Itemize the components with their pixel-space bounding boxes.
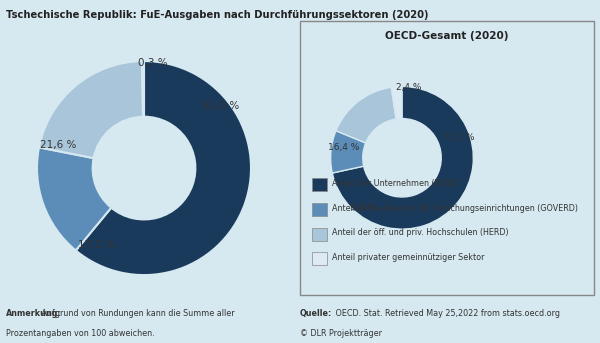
- Text: Aufgrund von Rundungen kann die Summe aller: Aufgrund von Rundungen kann die Summe al…: [39, 309, 235, 318]
- Text: Quelle:: Quelle:: [300, 309, 332, 318]
- Wedge shape: [336, 87, 396, 143]
- Text: OECD-Gesamt (2020): OECD-Gesamt (2020): [385, 31, 509, 41]
- Wedge shape: [391, 86, 402, 119]
- Wedge shape: [76, 61, 251, 275]
- Wedge shape: [37, 147, 111, 250]
- Wedge shape: [331, 131, 365, 173]
- Text: 21,6 %: 21,6 %: [40, 140, 77, 150]
- Text: Tschechische Republik: FuE-Ausgaben nach Durchführungssektoren (2020): Tschechische Republik: FuE-Ausgaben nach…: [6, 10, 428, 20]
- Text: Anteil der außeruniv. öff. Forschungseinrichtungen (GOVERD): Anteil der außeruniv. öff. Forschungsein…: [332, 204, 578, 213]
- Wedge shape: [332, 86, 473, 229]
- Text: Anteil der öff. und priv. Hochschulen (HERD): Anteil der öff. und priv. Hochschulen (H…: [332, 228, 508, 237]
- Text: 0,3 %: 0,3 %: [138, 58, 167, 68]
- Wedge shape: [142, 61, 144, 117]
- Text: 16,4 %: 16,4 %: [328, 143, 359, 152]
- Text: OECD. Stat. Retrieved May 25,2022 from stats.oecd.org: OECD. Stat. Retrieved May 25,2022 from s…: [333, 309, 560, 318]
- Text: 61,0 %: 61,0 %: [203, 101, 239, 111]
- Text: © DLR Projektträger: © DLR Projektträger: [300, 329, 382, 338]
- Text: 17,1 %: 17,1 %: [77, 240, 114, 250]
- Text: Prozentangaben von 100 abweichen.: Prozentangaben von 100 abweichen.: [6, 329, 155, 338]
- Text: 9,6 %: 9,6 %: [350, 203, 376, 212]
- Text: Anteil privater gemeinnütziger Sektor: Anteil privater gemeinnütziger Sektor: [332, 253, 484, 262]
- Wedge shape: [39, 61, 143, 158]
- Text: Anteil der Unternehmen (BERD): Anteil der Unternehmen (BERD): [332, 179, 460, 188]
- Text: Anmerkung:: Anmerkung:: [6, 309, 62, 318]
- Text: 2,4 %: 2,4 %: [397, 83, 422, 92]
- Text: 71,5 %: 71,5 %: [443, 133, 475, 142]
